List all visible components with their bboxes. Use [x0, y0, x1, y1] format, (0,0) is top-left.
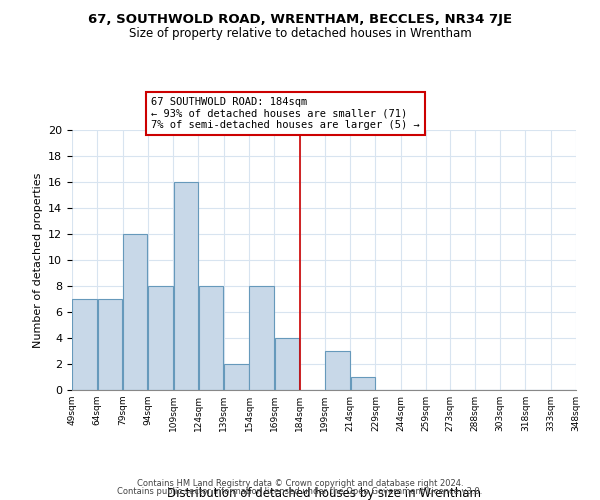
Bar	[250, 286, 274, 390]
Bar	[123, 234, 148, 390]
Text: Contains public sector information licensed under the Open Government Licence v3: Contains public sector information licen…	[118, 487, 482, 496]
Bar	[98, 299, 122, 390]
Text: 67 SOUTHWOLD ROAD: 184sqm
← 93% of detached houses are smaller (71)
7% of semi-d: 67 SOUTHWOLD ROAD: 184sqm ← 93% of detac…	[151, 97, 420, 130]
Bar	[199, 286, 223, 390]
Bar	[173, 182, 198, 390]
Bar	[148, 286, 173, 390]
X-axis label: Distribution of detached houses by size in Wrentham: Distribution of detached houses by size …	[167, 487, 481, 500]
Y-axis label: Number of detached properties: Number of detached properties	[32, 172, 43, 348]
Bar	[224, 364, 248, 390]
Bar	[73, 299, 97, 390]
Bar	[325, 351, 350, 390]
Text: 67, SOUTHWOLD ROAD, WRENTHAM, BECCLES, NR34 7JE: 67, SOUTHWOLD ROAD, WRENTHAM, BECCLES, N…	[88, 12, 512, 26]
Bar	[275, 338, 299, 390]
Bar	[350, 377, 375, 390]
Text: Size of property relative to detached houses in Wrentham: Size of property relative to detached ho…	[128, 28, 472, 40]
Text: Contains HM Land Registry data © Crown copyright and database right 2024.: Contains HM Land Registry data © Crown c…	[137, 478, 463, 488]
